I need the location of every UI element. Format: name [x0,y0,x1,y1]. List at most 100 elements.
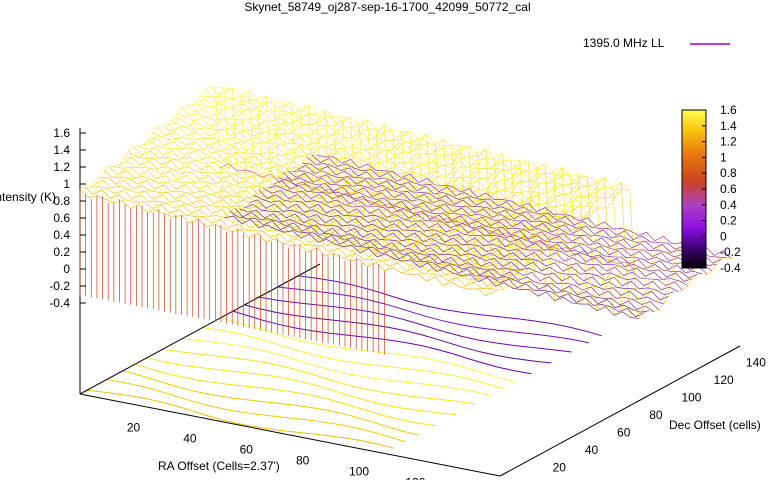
axes: 2040608010012014020406080100120140-0.4-0… [49,126,766,480]
x-tick-label: 40 [183,431,197,445]
mesh-line-ra [299,142,539,270]
mesh-line-ra [477,186,716,313]
y-axis-line [499,345,741,477]
z-tick-label: 1.6 [53,126,70,140]
colorbar-tick-label: -0.4 [720,261,741,275]
mesh-line-dec [263,188,679,292]
mesh-line-dec [258,189,674,296]
contour-line [258,296,572,353]
contour-line [122,370,419,436]
mesh-line-ra [350,148,590,287]
mesh-line-dec [161,125,577,229]
mesh-line-dec [311,154,727,258]
mesh-line-dec [128,151,543,258]
mesh-line-dec [273,180,688,286]
z-tick-label: 0.6 [53,211,70,225]
colorbar-tick-label: -0.2 [720,245,741,259]
colorbar: -0.4 -0.2 00.2 0.4 0.6 0.8 11.2 1.4 1.6 [681,103,741,275]
mesh-line-dec [292,170,708,275]
y-tick-label: 20 [553,460,567,474]
z-tick-label: 1.4 [53,143,70,157]
colorbar-tick-label: 0.4 [720,198,737,212]
mesh-line-ra [231,119,471,258]
colorbar-tick-label: 1.2 [720,135,737,149]
contour-line [182,338,492,396]
mesh-line-dec [142,141,558,248]
mesh-line-dec [166,122,582,228]
mesh-line-dec [248,199,664,305]
mesh-line-ra [291,133,530,272]
z-tick-label: -0.4 [49,296,70,310]
z-tick-label: 0.4 [53,228,70,242]
z-tick-label: 0.8 [53,194,70,208]
mesh-line-dec [132,146,548,252]
contour-line [277,286,589,344]
contour-line [162,348,476,405]
mesh-line-ra [181,113,421,241]
mesh-line-dec [171,116,587,223]
colorbar-tick-label: 1 [720,150,727,164]
x-tick-label: 80 [296,453,310,467]
mesh-line-dec [278,177,693,282]
x-tick-label: 100 [349,464,369,478]
mesh-line-dec [200,96,616,199]
mesh-line-ra [359,157,598,284]
surface-mesh [79,86,733,355]
mesh-line-dec [176,113,592,218]
contour-line [146,357,457,416]
colorbar-tick-label: 0 [720,229,727,243]
z-tick-label: -0.2 [49,279,70,293]
contour-line [298,275,602,337]
y-tick-label: 120 [714,373,734,387]
mesh-line-ra [375,159,615,291]
mesh-line-dec [205,89,621,197]
mesh-line-ra [96,87,336,225]
contour-line [134,363,436,427]
mesh-line-dec [244,203,659,311]
mesh-line-dec [89,186,505,290]
contour-line [106,379,406,443]
y-tick-label: 40 [585,443,599,457]
x-axis-label: RA Offset (Cells=2.37') [158,459,280,473]
contour-line [202,327,504,390]
mesh-line-dec [302,163,717,266]
mesh-line-dec [186,104,601,209]
mesh-line-dec [99,177,514,280]
x-tick-label: 20 [127,420,141,434]
y-tick-label: 100 [681,391,701,405]
colorbar-tick-label: 0.2 [720,214,737,228]
mesh-line-ra [392,161,632,298]
mesh-line-dec [147,136,563,242]
mesh-line-dec [181,107,596,214]
mesh-line-dec [306,157,722,264]
colorbar-tick-label: 1.4 [720,119,737,133]
mesh-line-dec [123,156,538,261]
z-tick-label: 0.2 [53,245,70,259]
mesh-line-ra [79,86,319,219]
mesh-line-ra [494,189,733,320]
y-tick-label: 60 [617,426,631,440]
mesh-line-dec [137,145,553,250]
y-tick-label: 80 [649,408,663,422]
x-axis-line [79,393,501,477]
mesh-line-ra [333,146,573,283]
y-axis-label: Dec Offset (cells) [669,418,761,432]
x-tick-label: 60 [240,442,254,456]
mesh-line-dec [297,164,712,272]
mesh-line-dec [79,189,495,297]
mesh-line-dec [195,97,611,205]
mesh-line-dec [282,171,698,279]
z-tick-label: 1.2 [53,160,70,174]
mesh-line-ra [468,177,708,316]
mesh-line-dec [215,86,630,191]
mesh-line-ra [215,117,454,254]
mesh-line-dec [94,179,510,287]
mesh-line-dec [316,155,732,259]
z-tick-label: 0 [63,262,70,276]
mesh-line-dec [253,195,669,301]
mesh-line-dec [234,207,650,313]
colorbar-tick-label: 0.8 [720,166,737,180]
mesh-line-dec [104,170,519,277]
mesh-line-dec [210,86,625,190]
